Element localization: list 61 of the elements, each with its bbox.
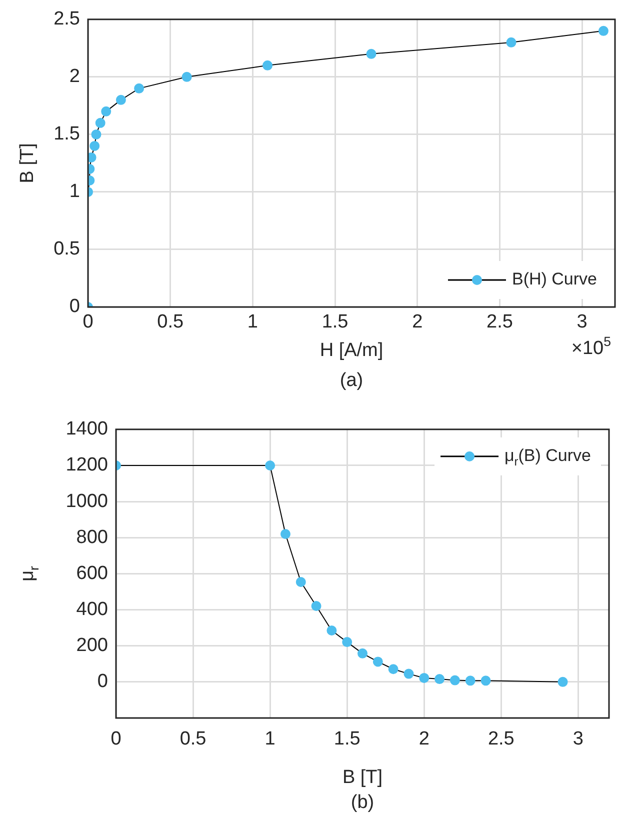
x-tick-label: 1 <box>264 728 276 750</box>
y-tick-label: 1 <box>69 181 80 202</box>
point <box>366 48 376 59</box>
x-tick-label: 2.5 <box>488 728 514 750</box>
point <box>558 676 568 687</box>
y-tick-label: 1000 <box>66 490 108 512</box>
point <box>388 664 398 674</box>
point <box>598 26 608 36</box>
y-tick-label: 200 <box>76 635 108 656</box>
x-tick-label: 1.5 <box>334 728 360 750</box>
x-axis-title: H [A/m] <box>320 340 384 362</box>
point <box>358 648 368 658</box>
point <box>134 83 144 94</box>
text: (b) <box>350 792 374 814</box>
x-tick-label: 0.5 <box>157 312 184 333</box>
y-tick-label: 1.5 <box>54 124 80 145</box>
point <box>116 94 126 105</box>
point <box>372 656 383 667</box>
x-tick-label: 3 <box>576 312 588 333</box>
x-tick-label: 3 <box>572 728 584 750</box>
x-tick-label: 0 <box>110 728 122 750</box>
y-tick-label: 0 <box>69 296 80 318</box>
point <box>262 60 273 70</box>
y-axis-title: B [T] <box>17 143 38 184</box>
text: (a) <box>340 370 364 392</box>
point <box>101 106 112 116</box>
point <box>311 600 322 611</box>
point <box>419 672 430 683</box>
point <box>280 529 290 540</box>
point <box>326 626 337 636</box>
point <box>480 676 491 686</box>
y-tick-label: 800 <box>76 526 108 548</box>
x-tick-label: 2 <box>412 312 423 333</box>
x-tick-label: 2 <box>418 728 430 750</box>
legend-label: B(H) Curve <box>512 270 598 289</box>
y-tick-label: 1200 <box>66 454 108 476</box>
point <box>95 118 106 128</box>
point <box>265 460 276 470</box>
x-tick-label: 0.5 <box>180 728 206 750</box>
point <box>296 576 306 587</box>
x-tick-label: 1 <box>247 312 258 333</box>
y-tick-label: 600 <box>76 562 108 584</box>
point <box>90 140 100 151</box>
point <box>450 675 460 686</box>
y-tick-label: 400 <box>76 599 108 620</box>
y-tick-label: 0.5 <box>54 238 80 260</box>
point <box>434 674 445 684</box>
point <box>342 637 352 648</box>
point <box>465 676 476 686</box>
point <box>506 37 516 48</box>
point <box>91 129 102 140</box>
y-tick-label: 0 <box>97 671 108 692</box>
y-tick-label: 1400 <box>66 418 108 440</box>
y-tick-label: 2.5 <box>54 8 80 30</box>
y-tick-label: 2 <box>69 66 80 88</box>
x-tick-label: 1.5 <box>322 312 348 333</box>
x-axis-title: B [T] <box>342 767 383 788</box>
y-axis-title: μr <box>17 565 42 582</box>
point <box>182 72 192 82</box>
point <box>404 668 414 679</box>
x-tick-label: 2.5 <box>486 312 513 333</box>
